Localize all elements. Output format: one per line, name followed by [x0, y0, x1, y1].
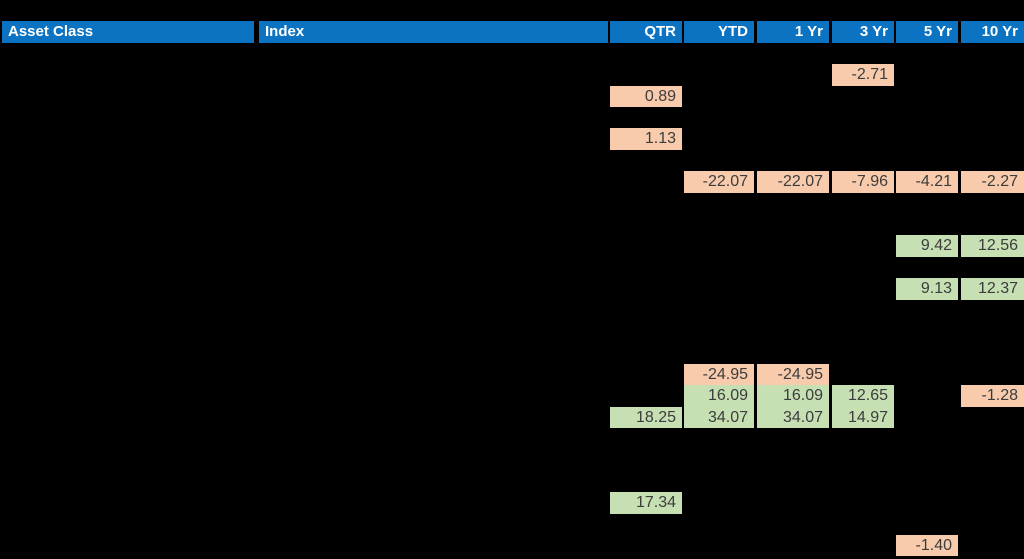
column-header-ytd: YTD	[684, 21, 754, 43]
value-cell-yr5-row10: 9.42	[896, 235, 958, 257]
column-header-1yr: 1 Yr	[757, 21, 829, 43]
value-cell-yr3-row2: -2.71	[832, 64, 894, 86]
value-cell-ytd-row7: -22.07	[684, 171, 754, 193]
value-cell-qtr-row18: 18.25	[610, 407, 682, 428]
column-header-index: Index	[259, 21, 608, 43]
value-cell-yr1-row7: -22.07	[757, 171, 829, 193]
value-cell-yr1-row16: -24.95	[757, 364, 829, 385]
value-cell-yr10-row10: 12.56	[961, 235, 1024, 257]
column-header-10yr: 10 Yr	[961, 21, 1024, 43]
value-cell-qtr-row5: 1.13	[610, 128, 682, 150]
column-header-qtr: QTR	[610, 21, 682, 43]
value-cell-yr10-row17: -1.28	[961, 385, 1024, 407]
value-cell-yr10-row7: -2.27	[961, 171, 1024, 193]
value-cell-ytd-row18: 34.07	[684, 407, 754, 428]
value-cell-yr5-row12: 9.13	[896, 278, 958, 300]
value-cell-qtr-row3: 0.89	[610, 86, 682, 107]
value-cell-yr1-row17: 16.09	[757, 385, 829, 407]
value-cell-yr3-row17: 12.65	[832, 385, 894, 407]
value-cell-yr1-row18: 34.07	[757, 407, 829, 428]
value-cell-qtr-row22: 17.34	[610, 492, 682, 514]
value-cell-yr3-row18: 14.97	[832, 407, 894, 428]
column-header-asset-class: Asset Class	[2, 21, 254, 43]
value-cell-ytd-row16: -24.95	[684, 364, 754, 385]
value-cell-yr10-row12: 12.37	[961, 278, 1024, 300]
value-cell-yr5-row24: -1.40	[896, 535, 958, 556]
column-header-3yr: 3 Yr	[832, 21, 894, 43]
column-header-5yr: 5 Yr	[896, 21, 958, 43]
value-cell-yr5-row7: -4.21	[896, 171, 958, 193]
value-cell-ytd-row17: 16.09	[684, 385, 754, 407]
value-cell-yr3-row7: -7.96	[832, 171, 894, 193]
